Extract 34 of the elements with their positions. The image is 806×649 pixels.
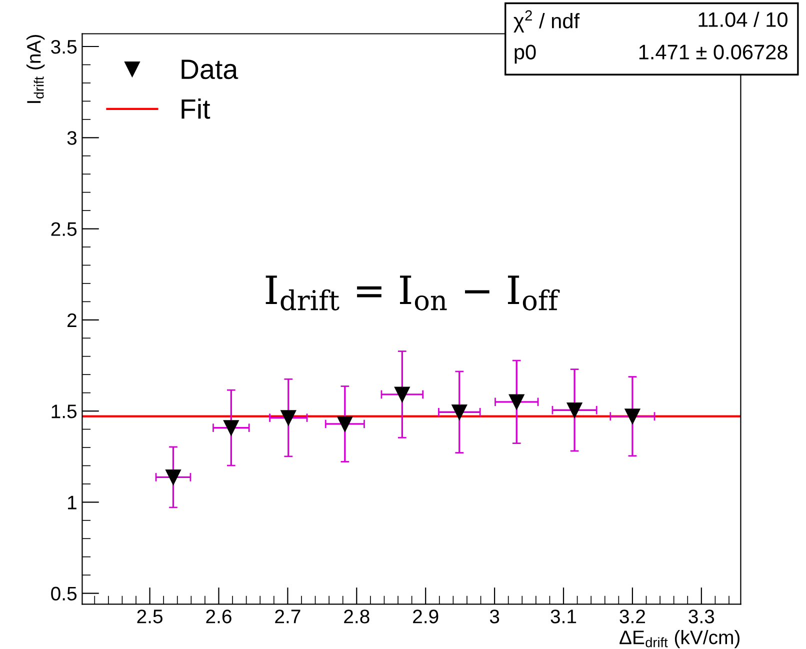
legend-label: Data bbox=[182, 60, 238, 80]
point bbox=[452, 404, 468, 420]
point bbox=[280, 410, 296, 426]
y-tick-label: 0.5 bbox=[51, 586, 77, 601]
point bbox=[337, 416, 353, 432]
x-tick-label: 3.1 bbox=[550, 610, 576, 624]
point bbox=[166, 470, 181, 485]
y-tick-label: 2 bbox=[68, 313, 76, 327]
y-tick-label: 1.5 bbox=[52, 404, 77, 418]
annotation: p0 bbox=[514, 44, 536, 64]
y-tick-label: 2.5 bbox=[51, 222, 77, 236]
point bbox=[224, 420, 239, 436]
x-tick-label: 2.7 bbox=[275, 610, 300, 624]
text: χ$^{2}$ / ndf bbox=[514, 10, 580, 32]
annotation: 1.471 ± 0.06728 bbox=[639, 44, 788, 60]
y-tick-label: 3.5 bbox=[51, 40, 77, 54]
point bbox=[508, 394, 524, 410]
legend-label: Fit bbox=[182, 98, 210, 119]
y-tick-label: 1 bbox=[68, 496, 76, 510]
text: 11.04 / 10 bbox=[698, 12, 788, 28]
x-tick-label: 3 bbox=[490, 610, 500, 624]
y-tick-label: 3 bbox=[67, 131, 76, 145]
x-tick-label: 2.9 bbox=[413, 610, 438, 624]
x-tick-label: 2.5 bbox=[137, 610, 162, 624]
point bbox=[394, 386, 410, 402]
x-tick-label: 3.3 bbox=[688, 610, 714, 624]
x-tick-label: 2.8 bbox=[344, 610, 370, 624]
point bbox=[566, 402, 582, 418]
annotation: I$_{drift}$ = I$_{on}$ − I$_{off}$ bbox=[266, 276, 560, 310]
point bbox=[624, 408, 640, 424]
y-axis-title: I$_{drift}$ (nA) bbox=[26, 35, 45, 103]
x-tick-label: 2.6 bbox=[206, 610, 232, 624]
x-tick-label: 3.2 bbox=[620, 610, 645, 624]
x-axis-title: ΔE$_{drift}$ (kV/cm) bbox=[620, 630, 740, 648]
